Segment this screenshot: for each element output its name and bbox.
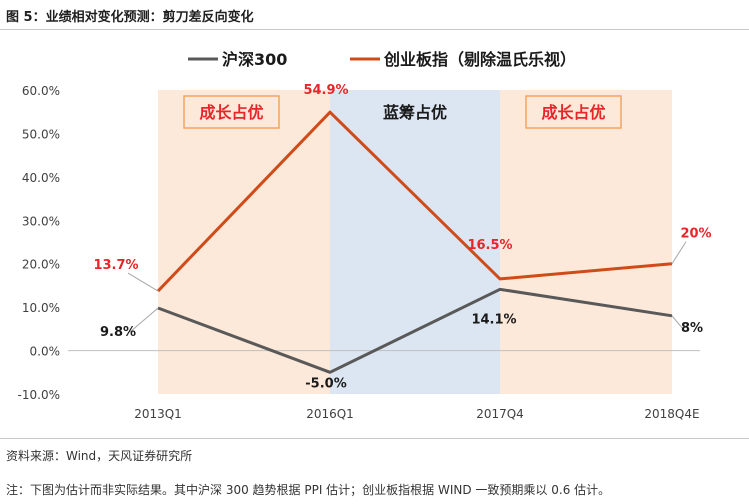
leader-line xyxy=(127,272,159,292)
data-label: 13.7% xyxy=(93,258,138,273)
data-label: 16.5% xyxy=(467,238,512,253)
leader-line xyxy=(129,307,159,333)
x-tick-label: 2017Q4 xyxy=(476,407,524,421)
data-label: 54.9% xyxy=(303,83,348,98)
band-label-3: 成长占优 xyxy=(541,103,605,122)
y-tick-label: 30.0% xyxy=(22,214,60,228)
y-tick-label: 40.0% xyxy=(22,171,60,185)
title-divider xyxy=(0,29,749,30)
data-label: 20% xyxy=(680,227,711,242)
band-label-1: 成长占优 xyxy=(199,103,263,122)
band-label-box-3 xyxy=(525,95,622,129)
band-3 xyxy=(500,90,672,394)
chart-bands: 成长占优 蓝筹占优 成长占优 xyxy=(158,90,672,394)
chart-axes: -10.0% 0.0% 10.0% 20.0% 30.0% 40.0% 50.0% 60.0%… xyxy=(18,84,700,421)
chart-legend: 沪深300 创业板指（剔除温氏乐视） xyxy=(188,50,576,69)
x-tick-label: 2013Q1 xyxy=(134,407,182,421)
data-label: 8% xyxy=(681,321,703,336)
band-label-box-1 xyxy=(183,95,280,129)
y-tick-label: 0.0% xyxy=(30,345,61,359)
legend-label-1: 沪深300 xyxy=(222,50,287,69)
leader-line xyxy=(671,315,683,329)
y-tick-label: 60.0% xyxy=(22,84,60,98)
figure-title: 图 5：业绩相对变化预测：剪刀差反向变化 xyxy=(6,10,254,25)
band-1 xyxy=(158,90,330,394)
legend-label-2: 创业板指（剔除温氏乐视） xyxy=(383,50,576,69)
series-line-2 xyxy=(156,110,673,293)
chart-lines: 9.8% -5.0% 14.1% 8% 13.7% 54.9% 16.5% 20% xyxy=(93,83,711,391)
leader-line xyxy=(671,241,687,264)
footnote: 注：下图为估计而非实际结果。其中沪深 300 趋势根据 PPI 估计；创业板指根… xyxy=(6,483,611,497)
source-divider xyxy=(0,438,749,439)
line-chart: 成长占优 蓝筹占优 成长占优 -10.0% 0.0% 10.0% 20.0% 30.0% 40… xyxy=(18,50,712,421)
source-note: 资料来源：Wind，天风证券研究所 xyxy=(6,449,193,463)
data-label: -5.0% xyxy=(305,376,346,391)
y-tick-label: 20.0% xyxy=(22,258,60,272)
band-label-2: 蓝筹占优 xyxy=(383,103,447,122)
y-tick-label: -10.0% xyxy=(18,388,60,402)
y-tick-label: 50.0% xyxy=(22,127,60,141)
data-label: 14.1% xyxy=(471,312,516,327)
data-label: 9.8% xyxy=(100,325,136,340)
series-line-1 xyxy=(157,287,673,374)
y-tick-label: 10.0% xyxy=(22,301,60,315)
x-tick-label: 2018Q4E xyxy=(644,407,699,421)
x-tick-label: 2016Q1 xyxy=(306,407,354,421)
